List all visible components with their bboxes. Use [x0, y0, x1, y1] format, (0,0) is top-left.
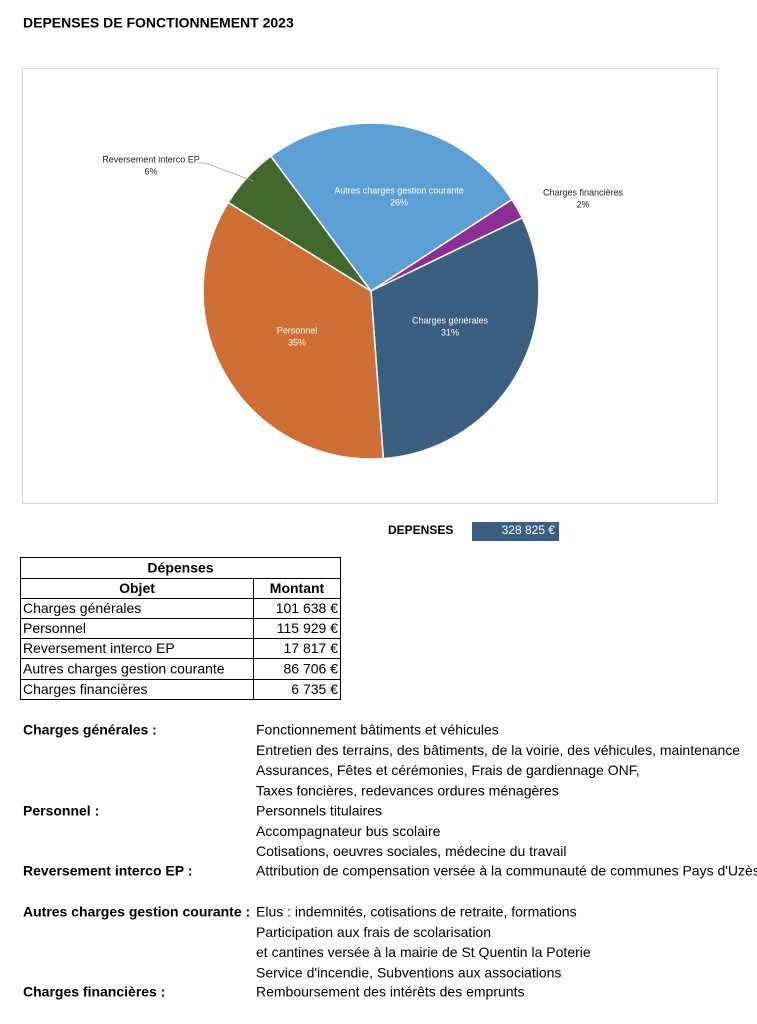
description-line: Attribution de compensation versée à la … — [256, 863, 757, 879]
slice-value-label: 31% — [441, 327, 459, 337]
description-line: et cantines versée à la mairie de St Que… — [256, 944, 591, 960]
pie-slice — [370, 216, 540, 460]
table-cell: 101 638 € — [276, 600, 338, 616]
description-label: Charges financières : — [23, 984, 165, 1000]
description-line: Remboursement des intérêts des emprunts — [256, 984, 524, 1000]
description-line: Taxes foncières, redevances ordures ména… — [256, 782, 559, 798]
slice-value-label: 35% — [288, 337, 306, 347]
description-label: Charges générales : — [23, 722, 157, 738]
table-cell: 17 817 € — [284, 640, 339, 656]
slice-label: Charges générales — [412, 315, 489, 325]
description-line: Fonctionnement bâtiments et véhicules — [256, 722, 499, 738]
table-cell: 86 706 € — [284, 661, 339, 677]
total-value: 328 825 € — [502, 523, 556, 537]
table-cell: Reversement interco EP — [23, 640, 175, 656]
description-label: Autres charges gestion courante : — [23, 904, 250, 920]
slice-label: Personnel — [277, 325, 318, 335]
table-header: Objet — [119, 580, 155, 596]
page-title: DEPENSES DE FONCTIONNEMENT 2023 — [23, 15, 294, 31]
description-label: Reversement interco EP : — [23, 863, 192, 879]
pie-slice — [269, 122, 513, 293]
slice-label: Autres charges gestion courante — [334, 185, 464, 195]
description-line: Cotisations, oeuvres sociales, médecine … — [256, 843, 567, 859]
slice-label: Charges financières — [543, 187, 624, 197]
slice-value-label: 2% — [576, 199, 589, 209]
table-cell: Charges générales — [23, 600, 141, 616]
description-line: Personnels titulaires — [256, 803, 382, 819]
description-line: Service d'incendie, Subventions aux asso… — [256, 964, 561, 980]
total-label: DEPENSES — [388, 523, 453, 537]
table-frame — [20, 557, 341, 700]
table-header: Montant — [270, 580, 325, 596]
description-label: Personnel : — [23, 803, 99, 819]
table-cell: 115 929 € — [277, 620, 338, 636]
slice-value-label: 6% — [144, 166, 157, 176]
description-line: Entretien des terrains, des bâtiments, d… — [256, 742, 740, 758]
slice-value-label: 26% — [390, 197, 408, 207]
description-line: Assurances, Fêtes et cérémonies, Frais d… — [256, 762, 640, 778]
description-line: Elus : indemnités, cotisations de retrai… — [256, 904, 577, 920]
table-cell: 6 735 € — [291, 681, 338, 697]
description-line: Participation aux frais de scolarisation — [256, 924, 491, 940]
table-cell: Autres charges gestion courante — [23, 661, 225, 677]
pie-slice — [202, 201, 385, 460]
table-cell: Charges financières — [23, 681, 148, 697]
slice-label: Reversement interco EP — [102, 154, 200, 164]
description-line: Accompagnateur bus scolaire — [256, 823, 441, 839]
total-box — [472, 522, 559, 541]
leader-line — [198, 162, 254, 182]
table-title: Dépenses — [147, 560, 213, 576]
table-cell: Personnel — [23, 620, 86, 636]
